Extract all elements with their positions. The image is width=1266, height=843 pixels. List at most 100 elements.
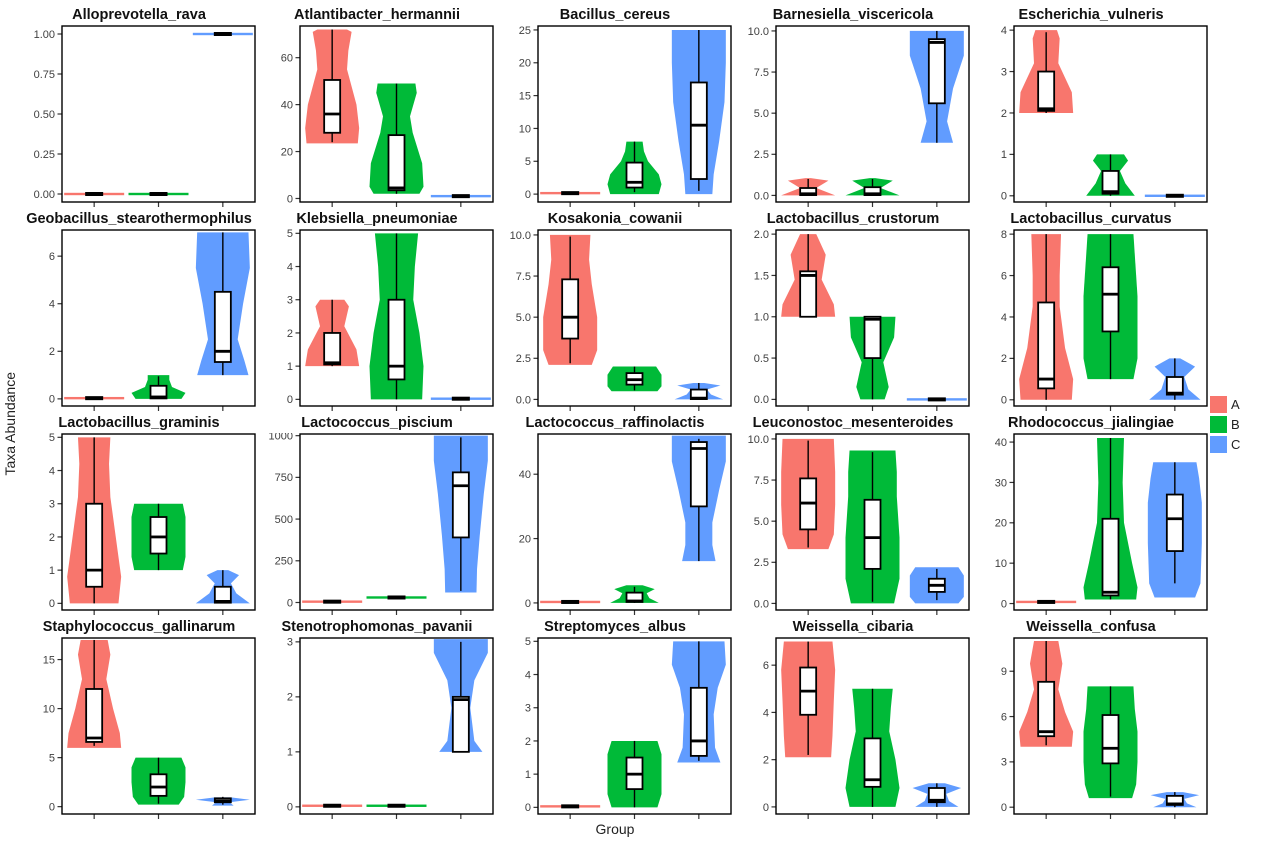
svg-text:0: 0 [525, 802, 531, 814]
svg-text:15: 15 [43, 654, 55, 666]
legend: A B C [1210, 5, 1266, 843]
violin-plot: 0 2 4 6 8 [1001, 229, 1208, 411]
svg-text:4: 4 [287, 261, 293, 273]
panel-title: Lactobacillus_curvatus [1010, 211, 1172, 227]
violin-plot: 0 3 6 9 [1001, 637, 1208, 819]
panel-title: Weissella_confusa [1026, 619, 1156, 635]
svg-text:6: 6 [49, 251, 55, 263]
svg-text:0: 0 [287, 394, 293, 406]
panel-title: Bacillus_cereus [559, 7, 671, 23]
svg-text:0: 0 [763, 802, 769, 814]
legend-label-b: B [1231, 416, 1240, 432]
svg-text:15: 15 [519, 90, 531, 102]
svg-text:1: 1 [287, 747, 293, 759]
svg-text:0: 0 [1001, 598, 1007, 610]
violin-plot: 0.0 2.5 5.0 7.5 10.0 [510, 229, 732, 411]
violin-panel: Klebsiella_pneumoniae 0 1 2 3 4 5 [258, 209, 496, 413]
violin-plot: 0 1 2 3 4 [1001, 25, 1208, 207]
svg-text:2: 2 [287, 328, 293, 340]
svg-text:9: 9 [1001, 666, 1007, 678]
svg-text:30: 30 [995, 477, 1007, 489]
svg-text:10.0: 10.0 [510, 230, 531, 242]
svg-text:7.5: 7.5 [754, 67, 769, 79]
svg-text:2.5: 2.5 [754, 557, 769, 569]
svg-text:1.5: 1.5 [754, 270, 769, 282]
violin-plot: 0 1 2 3 4 5 [287, 229, 494, 411]
svg-text:10.0: 10.0 [748, 26, 769, 38]
svg-text:3: 3 [1001, 66, 1007, 78]
svg-text:1000: 1000 [269, 433, 293, 443]
violin-panel: Lactococcus_raffinolactis 0 20 40 [496, 413, 734, 617]
panel-title: Geobacillus_stearothermophilus [26, 211, 252, 227]
violin-plot: 0 20 40 [519, 433, 732, 615]
svg-text:60: 60 [281, 53, 293, 65]
svg-text:10: 10 [519, 123, 531, 135]
svg-text:3: 3 [287, 295, 293, 307]
svg-text:4: 4 [1001, 25, 1007, 37]
svg-text:0.0: 0.0 [754, 598, 769, 610]
svg-text:0: 0 [525, 598, 531, 610]
violin-panel: Kosakonia_cowanii 0.0 2.5 5.0 7.5 10.0 [496, 209, 734, 413]
svg-text:6: 6 [763, 660, 769, 672]
svg-text:5: 5 [287, 229, 293, 240]
violin-panel: Lactobacillus_crustorum 0.0 0.5 1.0 1.5 2.0 [734, 209, 972, 413]
svg-text:2: 2 [1001, 108, 1007, 120]
svg-text:3: 3 [287, 637, 293, 649]
svg-text:4: 4 [49, 465, 55, 477]
svg-text:0: 0 [49, 801, 55, 813]
svg-text:3: 3 [49, 499, 55, 511]
violin-panel: Staphylococcus_gallinarum 0 5 10 15 [20, 617, 258, 821]
panel-title: Stenotrophomonas_pavanii [281, 619, 473, 635]
violin-plot: 0 10 20 30 40 [995, 433, 1208, 615]
svg-text:40: 40 [519, 469, 531, 481]
svg-text:20: 20 [281, 146, 293, 158]
violin-plot: 0.00 0.25 0.50 0.75 1.00 [34, 25, 256, 207]
svg-text:250: 250 [275, 556, 293, 568]
legend-item-b: B [1210, 415, 1266, 433]
svg-text:5.0: 5.0 [754, 108, 769, 120]
violin-panel: Leuconostoc_mesenteroides 0.0 2.5 5.0 7.5 10.… [734, 413, 972, 617]
svg-text:0: 0 [1001, 802, 1007, 814]
svg-text:25: 25 [519, 25, 531, 37]
svg-text:1: 1 [525, 769, 531, 781]
violin-panel: Lactobacillus_curvatus 0 2 4 6 8 [972, 209, 1210, 413]
panel-title: Lactobacillus_crustorum [766, 211, 940, 227]
svg-text:7.5: 7.5 [516, 271, 531, 283]
svg-text:2: 2 [525, 736, 531, 748]
violin-plot: 0 1 2 3 4 5 [49, 433, 256, 615]
svg-text:5: 5 [525, 637, 531, 648]
violin-plot: 0 2 4 6 [49, 229, 256, 411]
svg-text:0: 0 [49, 598, 55, 610]
violin-plot: 0 20 40 60 [281, 25, 494, 207]
violin-plot: 0.0 0.5 1.0 1.5 2.0 [754, 229, 970, 411]
svg-text:4: 4 [1001, 312, 1007, 324]
legend-swatch-a [1210, 395, 1227, 413]
violin-panel: Lactobacillus_graminis 0 1 2 3 4 5 [20, 413, 258, 617]
violin-panel: Weissella_confusa 0 3 6 9 [972, 617, 1210, 821]
panel-title: Escherichia_vulneris [1018, 7, 1164, 23]
panel-title: Lactococcus_raffinolactis [525, 415, 705, 431]
svg-text:2.5: 2.5 [516, 353, 531, 365]
svg-text:6: 6 [1001, 711, 1007, 723]
svg-text:2: 2 [49, 346, 55, 358]
svg-text:6: 6 [1001, 270, 1007, 282]
panel-grid: Alloprevotella_rava 0.00 0.25 0.50 0.75 1.00 … [20, 5, 1210, 821]
svg-text:3: 3 [1001, 757, 1007, 769]
panel-title: Weissella_cibaria [792, 619, 914, 635]
svg-text:2: 2 [763, 755, 769, 767]
svg-text:5.0: 5.0 [516, 312, 531, 324]
x-axis-label: Group [595, 821, 635, 837]
svg-text:0: 0 [287, 193, 293, 205]
panel-title: Lactobacillus_graminis [58, 415, 220, 431]
panel-title: Atlantibacter_hermannii [294, 7, 460, 23]
svg-text:20: 20 [995, 518, 1007, 530]
svg-text:1: 1 [287, 361, 293, 373]
svg-text:0: 0 [287, 802, 293, 814]
violin-plot: 0 2 4 6 [763, 637, 970, 819]
svg-text:8: 8 [1001, 229, 1007, 241]
legend-item-c: C [1210, 435, 1266, 453]
y-axis-label: Taxa Abundance [0, 5, 20, 843]
svg-text:3: 3 [525, 703, 531, 715]
legend-label-c: C [1231, 436, 1241, 452]
